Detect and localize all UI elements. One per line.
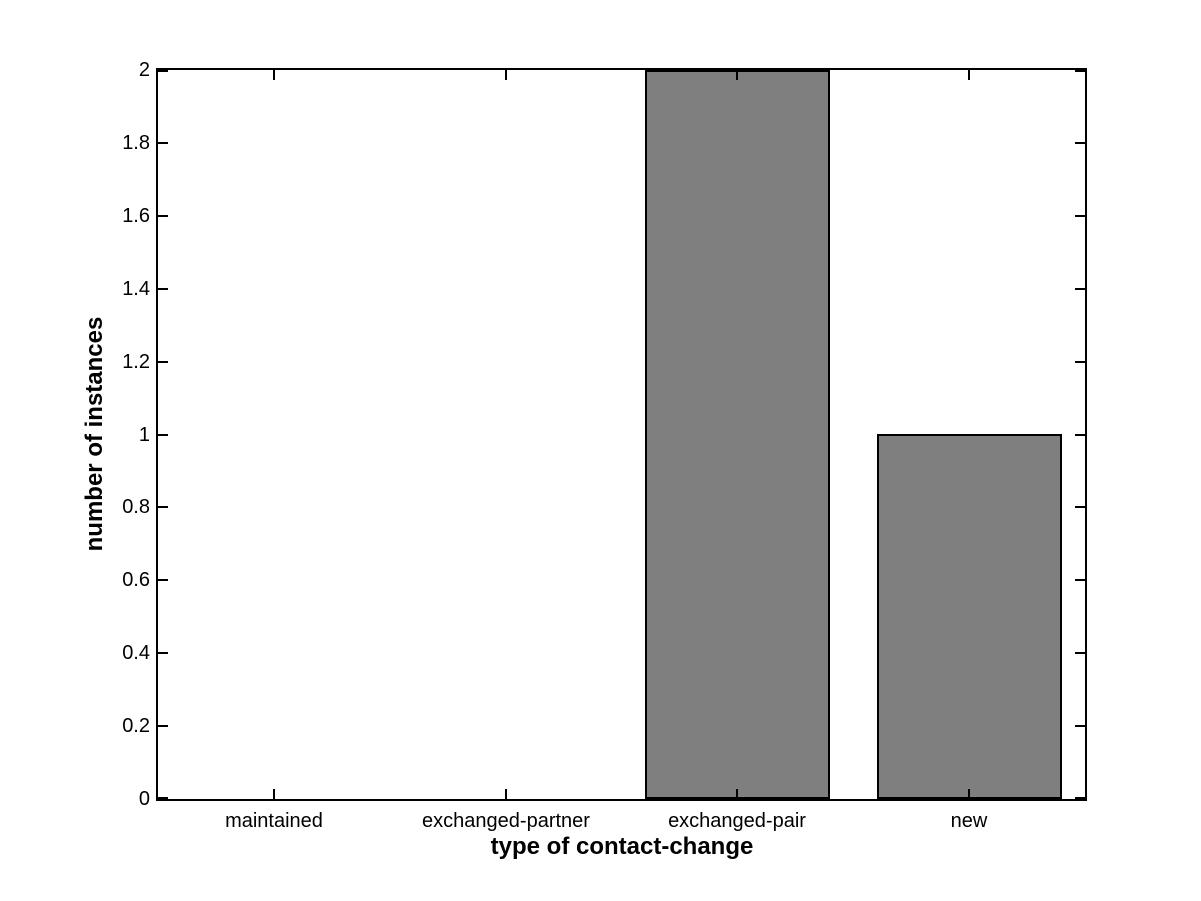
y-tick-left	[158, 652, 168, 654]
y-tick-right	[1075, 361, 1085, 363]
y-tick-label-0: 0	[138, 788, 150, 810]
y-tick-right	[1075, 70, 1085, 72]
y-tick-right	[1075, 142, 1085, 144]
x-tick-label-exchanged-partner: exchanged-partner	[422, 810, 590, 832]
y-tick-right	[1075, 506, 1085, 508]
y-tick-left	[158, 361, 168, 363]
x-tick-label-maintained: maintained	[225, 810, 323, 832]
x-tick-bottom	[736, 789, 738, 799]
y-tick-right	[1075, 288, 1085, 290]
x-tick-top	[968, 70, 970, 80]
y-tick-label-1: 1	[138, 424, 150, 446]
y-tick-left	[158, 797, 168, 799]
y-tick-label-1.8: 1.8	[122, 132, 150, 154]
y-tick-left	[158, 506, 168, 508]
x-tick-top	[273, 70, 275, 80]
plot-inner	[158, 70, 1085, 799]
bar-new	[877, 434, 1062, 799]
x-tick-label-exchanged-pair: exchanged-pair	[668, 810, 806, 832]
y-tick-right	[1075, 434, 1085, 436]
y-tick-left	[158, 142, 168, 144]
x-tick-label-new: new	[950, 810, 988, 832]
plot-area	[156, 68, 1087, 801]
y-tick-left	[158, 579, 168, 581]
y-tick-left	[158, 725, 168, 727]
y-tick-left	[158, 434, 168, 436]
x-tick-bottom	[273, 789, 275, 799]
x-tick-top	[736, 70, 738, 80]
y-tick-right	[1075, 215, 1085, 217]
y-tick-left	[158, 288, 168, 290]
bar-exchanged-pair	[645, 70, 830, 799]
y-tick-label-1.4: 1.4	[122, 278, 150, 300]
y-tick-label-1.2: 1.2	[122, 351, 150, 373]
y-tick-right	[1075, 579, 1085, 581]
x-tick-top	[505, 70, 507, 80]
y-tick-right	[1075, 652, 1085, 654]
y-tick-label-0.8: 0.8	[122, 496, 150, 518]
y-tick-label-0.4: 0.4	[122, 642, 150, 664]
y-tick-left	[158, 215, 168, 217]
y-tick-right	[1075, 797, 1085, 799]
y-tick-label-2: 2	[138, 59, 150, 81]
y-tick-right	[1075, 725, 1085, 727]
y-tick-left	[158, 70, 168, 72]
y-tick-label-0.2: 0.2	[122, 715, 150, 737]
x-tick-bottom	[505, 789, 507, 799]
y-tick-label-0.6: 0.6	[122, 569, 150, 591]
x-axis-label: type of contact-change	[490, 833, 754, 860]
y-tick-label-1.6: 1.6	[122, 205, 150, 227]
x-tick-bottom	[968, 789, 970, 799]
